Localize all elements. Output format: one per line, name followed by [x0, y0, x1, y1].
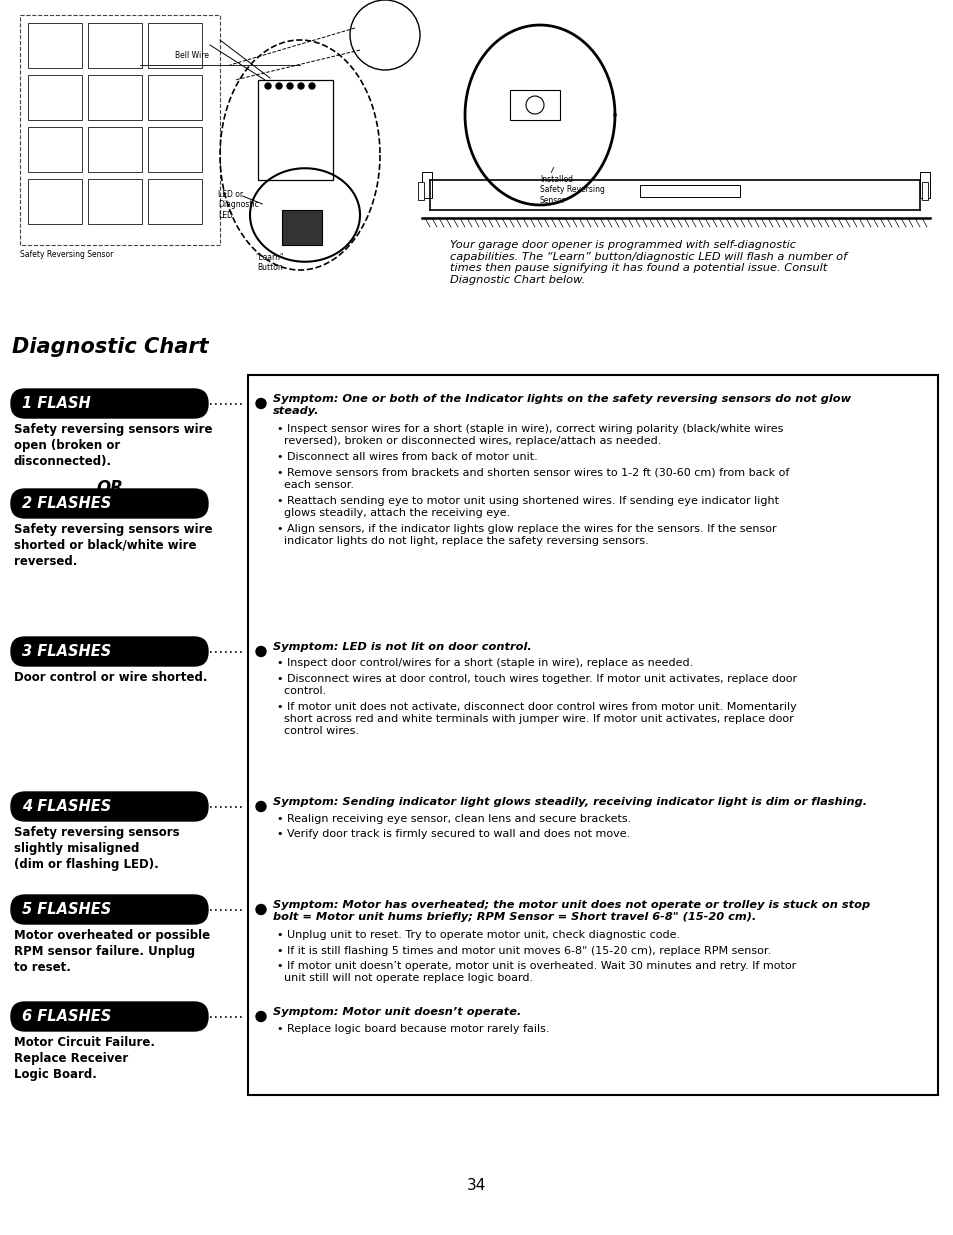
- Circle shape: [287, 83, 293, 89]
- Text: • If motor unit doesn’t operate, motor unit is overheated. Wait 30 minutes and r: • If motor unit doesn’t operate, motor u…: [276, 961, 796, 983]
- Bar: [919, 172, 929, 198]
- Bar: [148, 179, 202, 224]
- Bar: [248, 375, 937, 1095]
- Circle shape: [255, 1011, 266, 1021]
- Bar: [921, 182, 927, 200]
- Bar: [88, 75, 142, 120]
- Text: Installed
Safety Reversing
Sensor: Installed Safety Reversing Sensor: [539, 175, 604, 205]
- Bar: [148, 23, 202, 68]
- Text: 6 FLASHES: 6 FLASHES: [22, 1009, 112, 1024]
- Bar: [421, 172, 432, 198]
- Circle shape: [255, 904, 266, 914]
- Text: Motor overheated or possible
RPM sensor failure. Unplug
to reset.: Motor overheated or possible RPM sensor …: [14, 929, 210, 974]
- Text: • Disconnect all wires from back of motor unit.: • Disconnect all wires from back of moto…: [276, 452, 537, 462]
- Text: • Verify door track is firmly secured to wall and does not move.: • Verify door track is firmly secured to…: [276, 829, 630, 839]
- Text: 2 FLASHES: 2 FLASHES: [22, 496, 112, 511]
- Text: • Align sensors, if the indicator lights glow replace the wires for the sensors.: • Align sensors, if the indicator lights…: [276, 524, 776, 546]
- Text: 4 FLASHES: 4 FLASHES: [22, 799, 112, 814]
- Bar: [282, 210, 322, 245]
- Circle shape: [255, 646, 266, 657]
- Bar: [28, 179, 82, 224]
- Text: Bell Wire: Bell Wire: [174, 51, 209, 61]
- Bar: [28, 75, 82, 120]
- Text: • Inspect door control/wires for a short (staple in wire), replace as needed.: • Inspect door control/wires for a short…: [276, 658, 693, 668]
- Circle shape: [255, 802, 266, 811]
- Text: • Disconnect wires at door control, touch wires together. If motor unit activate: • Disconnect wires at door control, touc…: [276, 674, 797, 697]
- Text: 3 FLASHES: 3 FLASHES: [22, 643, 112, 659]
- FancyBboxPatch shape: [11, 792, 208, 821]
- Bar: [88, 23, 142, 68]
- Circle shape: [309, 83, 314, 89]
- Circle shape: [297, 83, 304, 89]
- Text: OR: OR: [96, 479, 123, 496]
- Text: LED or
Diagnostic
LED: LED or Diagnostic LED: [218, 190, 258, 220]
- Text: Symptom: Sending indicator light glows steadily, receiving indicator light is di: Symptom: Sending indicator light glows s…: [273, 797, 866, 806]
- FancyBboxPatch shape: [11, 389, 208, 417]
- Text: Your garage door opener is programmed with self-diagnostic
capabilities. The “Le: Your garage door opener is programmed wi…: [450, 240, 846, 285]
- Text: • If motor unit does not activate, disconnect door control wires from motor unit: • If motor unit does not activate, disco…: [276, 701, 796, 736]
- FancyBboxPatch shape: [11, 1002, 208, 1031]
- Circle shape: [350, 0, 419, 70]
- Text: Safety reversing sensors
slightly misaligned
(dim or flashing LED).: Safety reversing sensors slightly misali…: [14, 826, 179, 871]
- Circle shape: [525, 96, 543, 114]
- FancyBboxPatch shape: [11, 489, 208, 517]
- Text: Symptom: One or both of the Indicator lights on the safety reversing sensors do : Symptom: One or both of the Indicator li…: [273, 394, 850, 416]
- Text: Safety reversing sensors wire
shorted or black/white wire
reversed.: Safety reversing sensors wire shorted or…: [14, 522, 213, 568]
- Bar: [148, 75, 202, 120]
- Bar: [639, 185, 740, 198]
- Text: Symptom: LED is not lit on door control.: Symptom: LED is not lit on door control.: [273, 642, 531, 652]
- Text: 5 FLASHES: 5 FLASHES: [22, 902, 112, 918]
- Bar: [88, 179, 142, 224]
- Text: "Learn"
Button: "Learn" Button: [255, 253, 284, 273]
- Circle shape: [275, 83, 282, 89]
- Text: • Replace logic board because motor rarely fails.: • Replace logic board because motor rare…: [276, 1024, 549, 1034]
- Text: • Inspect sensor wires for a short (staple in wire), correct wiring polarity (bl: • Inspect sensor wires for a short (stap…: [276, 424, 782, 446]
- Bar: [148, 127, 202, 172]
- Bar: [28, 23, 82, 68]
- Text: Symptom: Motor has overheated; the motor unit does not operate or trolley is stu: Symptom: Motor has overheated; the motor…: [273, 900, 869, 923]
- Circle shape: [265, 83, 271, 89]
- Text: • Remove sensors from brackets and shorten sensor wires to 1-2 ft (30-60 cm) fro: • Remove sensors from brackets and short…: [276, 468, 788, 489]
- Bar: [257, 80, 333, 180]
- Text: 1 FLASH: 1 FLASH: [22, 396, 91, 411]
- Bar: [28, 127, 82, 172]
- Text: Diagnostic Chart: Diagnostic Chart: [12, 337, 209, 357]
- FancyBboxPatch shape: [11, 637, 208, 666]
- Text: Symptom: Motor unit doesn’t operate.: Symptom: Motor unit doesn’t operate.: [273, 1007, 521, 1016]
- Text: Safety reversing sensors wire
open (broken or
disconnected).: Safety reversing sensors wire open (brok…: [14, 424, 213, 468]
- Text: • If it is still flashing 5 times and motor unit moves 6-8" (15-20 cm), replace : • If it is still flashing 5 times and mo…: [276, 946, 770, 956]
- Bar: [417, 182, 423, 200]
- FancyBboxPatch shape: [11, 895, 208, 924]
- Bar: [510, 90, 559, 120]
- Text: • Unplug unit to reset. Try to operate motor unit, check diagnostic code.: • Unplug unit to reset. Try to operate m…: [276, 930, 679, 940]
- Text: Safety Reversing Sensor: Safety Reversing Sensor: [20, 249, 113, 259]
- Circle shape: [255, 399, 266, 409]
- Text: Motor Circuit Failure.
Replace Receiver
Logic Board.: Motor Circuit Failure. Replace Receiver …: [14, 1036, 154, 1081]
- Bar: [88, 127, 142, 172]
- Text: 34: 34: [467, 1177, 486, 1193]
- Text: Door control or wire shorted.: Door control or wire shorted.: [14, 671, 208, 684]
- Text: • Reattach sending eye to motor unit using shortened wires. If sending eye indic: • Reattach sending eye to motor unit usi…: [276, 495, 779, 517]
- FancyBboxPatch shape: [20, 15, 220, 245]
- Text: • Realign receiving eye sensor, clean lens and secure brackets.: • Realign receiving eye sensor, clean le…: [276, 814, 631, 824]
